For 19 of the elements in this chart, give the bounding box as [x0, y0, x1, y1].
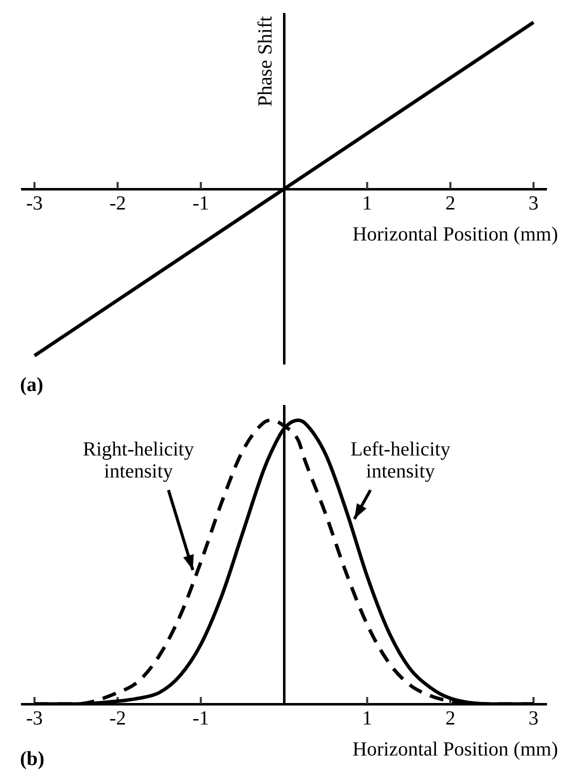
- x-tick-label: -1: [192, 192, 210, 214]
- x-tick-label: -2: [109, 707, 126, 730]
- x-tick-label: -2: [109, 192, 126, 214]
- x-tick-label: 1: [362, 192, 372, 214]
- x-tick-label: 2: [445, 192, 456, 214]
- x-tick-label: -1: [192, 707, 210, 730]
- x-tick-label: -3: [26, 192, 43, 214]
- x-tick-label: 3: [528, 192, 539, 214]
- y-axis-title: Phase Shift: [254, 16, 276, 107]
- x-tick-label: 1: [362, 707, 372, 730]
- x-axis-title: Horizontal Position (mm): [352, 738, 558, 760]
- x-tick-label: 2: [445, 707, 456, 730]
- x-axis-title: Horizontal Position (mm): [352, 223, 558, 246]
- x-tick-label: 3: [528, 707, 539, 730]
- x-tick-label: -3: [26, 707, 43, 730]
- text: (a): [20, 374, 44, 396]
- series-label: Right-helicity intensity: [82, 438, 194, 482]
- series-label: Left-helicity intensity: [350, 438, 450, 482]
- text: (b): [20, 748, 44, 770]
